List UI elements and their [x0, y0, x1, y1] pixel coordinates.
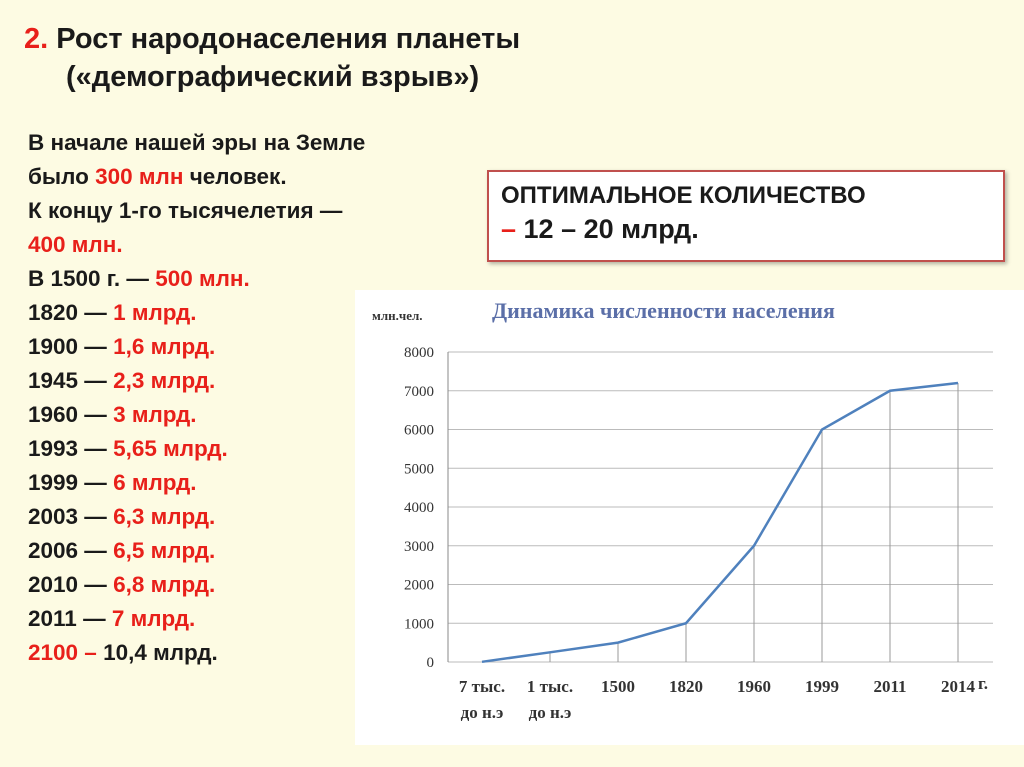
text-segment: 1,6 млрд. — [113, 334, 216, 359]
x-tick-label: 1820 — [669, 677, 703, 696]
text-segment: 6 млрд. — [113, 470, 197, 495]
text-segment: 500 млн. — [155, 266, 250, 291]
y-tick-label: 1000 — [404, 616, 434, 632]
title-line: («демографический взрыв») — [66, 61, 480, 93]
fact: 1900 — 1,6 млрд. — [28, 330, 368, 364]
chart-title: Динамика численности населения — [492, 298, 835, 323]
fact: 2003 — 6,3 млрд. — [28, 500, 368, 534]
text-segment: 3 млрд. — [113, 402, 197, 427]
text-segment: 2,3 млрд. — [113, 368, 216, 393]
text-segment: 2006 — — [28, 538, 114, 563]
text-segment: 6,3 млрд. — [113, 504, 216, 529]
title-line: 2. Рост народонаселения планеты — [24, 20, 520, 58]
optimal-box: ОПТИМАЛЬНОЕ КОЛИЧЕСТВО – 12 – 20 млрд. — [487, 170, 1005, 262]
text-segment: К концу 1-го тысячелетия — — [28, 198, 343, 223]
y-axis-label: млн.чел. — [372, 308, 423, 323]
text-segment: 6,8 млрд. — [113, 572, 216, 597]
header: 2. Рост народонаселения планеты («демогр… — [24, 20, 520, 96]
text-segment: 1820 — — [28, 300, 114, 325]
fact: 2010 — 6,8 млрд. — [28, 568, 368, 602]
x-tick-label: 1 тыс. до н.э — [526, 677, 574, 722]
text-segment: человек. — [183, 164, 287, 189]
text-segment: 300 млн — [95, 164, 184, 189]
fact: 1960 — 3 млрд. — [28, 398, 368, 432]
box-line: – 12 – 20 млрд. — [489, 214, 1003, 245]
text-segment: 6,5 млрд. — [113, 538, 216, 563]
fact: 1999 — 6 млрд. — [28, 466, 368, 500]
line — [481, 381, 959, 664]
chart: Динамика численности населения млн.чел. 0 1… — [372, 298, 993, 671]
x-tick-label: 2011 — [873, 677, 907, 696]
title: Рост народонаселения планеты — [56, 23, 521, 55]
text-segment: В 1500 г. — — [28, 266, 156, 291]
fact: В 1500 г. — 500 млн. — [28, 262, 368, 296]
facts: В начале нашей эры на Земле было 300 млн… — [28, 126, 368, 670]
text-segment: 1 млрд. — [113, 300, 197, 325]
y-tick-label: 5000 — [404, 461, 434, 477]
fact: 1945 — 2,3 млрд. — [28, 364, 368, 398]
text-segment: В начале нашей эры на Земле было — [28, 130, 366, 189]
box-line: ОПТИМАЛЬНОЕ КОЛИЧЕСТВО — [489, 182, 1003, 210]
fact: К концу 1-го тысячелетия — 400 млн. — [28, 194, 368, 262]
fact: 2006 — 6,5 млрд. — [28, 534, 368, 568]
text-segment: ОПТИМАЛЬНОЕ КОЛИЧЕСТВО — [501, 182, 866, 209]
text-segment: 2011 — — [28, 606, 112, 631]
x-tick-label: 1500 — [601, 677, 635, 696]
text-segment: 400 млн. — [28, 232, 123, 257]
x-tick-label: 2014 — [941, 677, 975, 696]
y-tick-label: 6000 — [404, 423, 434, 439]
text-segment: 10,4 млрд. — [103, 640, 218, 665]
text-segment: 1900 — — [28, 334, 114, 359]
y-tick-label: 0 — [427, 655, 435, 671]
text-segment: 12 – 20 млрд. — [523, 214, 699, 244]
fact: 2100 – 10,4 млрд. — [28, 636, 368, 670]
chart-panel: Динамика численности населения млн.чел. 0 1… — [355, 290, 1024, 745]
y-tick-label: 3000 — [404, 539, 434, 555]
fact: 1820 — 1 млрд. — [28, 296, 368, 330]
title-number: 2. — [24, 23, 49, 55]
text-segment: 2003 — — [28, 504, 114, 529]
text-segment: 1999 — — [28, 470, 114, 495]
text-segment: 1945 — — [28, 368, 114, 393]
fact: В начале нашей эры на Земле было 300 млн… — [28, 126, 368, 194]
text-segment: 5,65 млрд. — [113, 436, 228, 461]
text-segment: 1993 — — [28, 436, 114, 461]
y-tick-label: 8000 — [404, 345, 434, 361]
text-segment: 1960 — — [28, 402, 114, 427]
text-segment: – — [501, 214, 524, 244]
text-segment: 7 млрд. — [111, 606, 196, 631]
x-tick-label: 1999 — [805, 677, 839, 696]
x-tick-label: 1960 — [737, 677, 771, 696]
y-tick-label: 4000 — [404, 500, 434, 516]
y-tick-label: 2000 — [404, 578, 434, 594]
y-tick-label: 7000 — [404, 384, 434, 400]
x-tick-label: 7 тыс. до н.э — [458, 677, 506, 722]
fact: 2011 — 7 млрд. — [28, 602, 368, 636]
x-axis-label: г. — [977, 674, 989, 693]
text-segment: 2010 — — [28, 572, 114, 597]
text-segment: 2100 – — [28, 640, 104, 665]
fact: 1993 — 5,65 млрд. — [28, 432, 368, 466]
